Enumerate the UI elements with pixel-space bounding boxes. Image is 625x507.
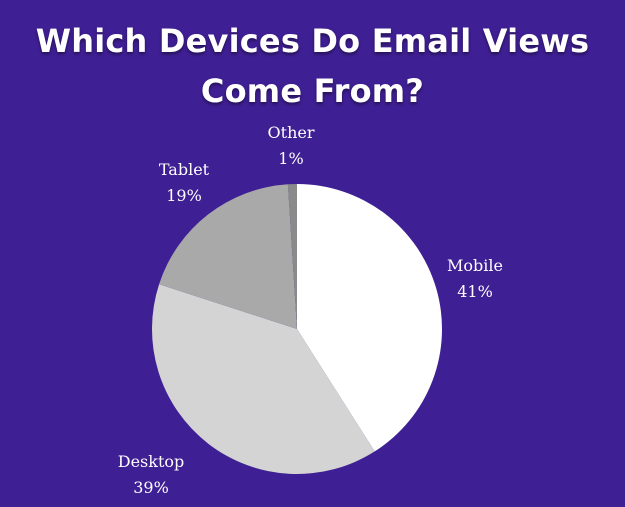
slice-label-mobile: Mobile [447, 256, 503, 275]
chart-title-line-2: Come From? [200, 72, 425, 110]
slice-value-desktop: 39% [133, 478, 169, 497]
pie-slice-tablet [159, 184, 297, 329]
chart-title-line-1: Which Devices Do Email Views [35, 22, 590, 60]
slice-value-mobile: 41% [457, 282, 493, 301]
chart-title: Which Devices Do Email Views Come From? [0, 16, 625, 116]
slice-label-desktop: Desktop [118, 452, 185, 471]
slice-label-other: Other [268, 123, 315, 142]
slice-value-tablet: 19% [166, 186, 202, 205]
pie-slice-other [287, 184, 297, 329]
pie-slice-desktop [152, 284, 375, 474]
slice-value-other: 1% [278, 149, 303, 168]
pie-slice-mobile [297, 184, 442, 452]
slice-label-tablet: Tablet [159, 160, 210, 179]
